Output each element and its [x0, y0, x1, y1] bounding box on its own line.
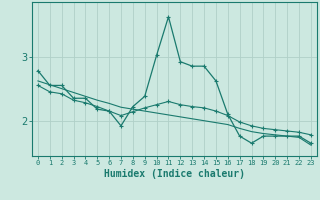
X-axis label: Humidex (Indice chaleur): Humidex (Indice chaleur) — [104, 169, 245, 179]
